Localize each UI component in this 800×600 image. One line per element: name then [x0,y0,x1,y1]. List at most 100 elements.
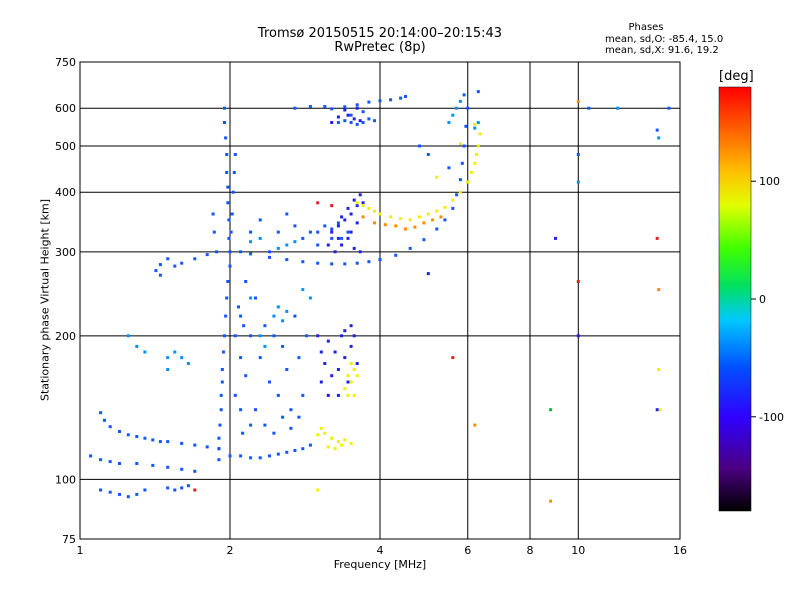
echo-point [447,121,451,124]
phases-stats-title: Phases [628,22,664,33]
echo-point [89,454,93,458]
echo-point [426,272,430,276]
echo-point [355,201,359,205]
echo-point [343,119,347,123]
echo-point [268,380,271,384]
echo-point [143,436,147,440]
y-tick-label: 200 [55,330,76,343]
echo-point [336,393,340,397]
y-tick-label: 400 [55,186,76,199]
phases-stats-o-mode: mean, sd,O: -85.4, 15.0 [605,34,724,45]
echo-point [458,142,462,146]
echo-point [323,362,327,365]
echo-point [258,218,262,222]
echo-point [301,236,305,240]
echo-point [316,201,320,205]
echo-point [346,380,350,384]
echo-point [249,252,253,256]
echo-point [355,122,359,126]
echo-point [158,273,162,277]
echo-point [343,218,347,222]
echo-point [330,204,334,208]
x-tick-label: 1 [77,544,84,557]
colorbar-tick-label: 100 [759,175,780,188]
x-tick-label: 6 [464,544,471,557]
echo-point [223,121,226,124]
echo-point [316,433,320,437]
echo-point [254,408,257,412]
echo-point [308,443,312,447]
echo-point [220,368,224,371]
echo-point [394,253,398,257]
echo-point [258,456,262,460]
echo-point [361,201,365,205]
axis-ticks: 1 2 4 6 8 10 16 75 100 200 300 400 500 600 750 [55,56,687,557]
chart-title: Tromsø 20150515 20:14:00–20:15:43 [257,26,503,41]
echo-point [166,440,170,444]
echo-point [193,443,197,447]
echo-point [336,224,340,228]
echo-point [404,227,407,231]
echo-point [143,350,147,354]
echo-point [460,161,464,165]
echo-point [340,215,344,219]
echo-point [293,106,297,110]
y-tick-label: 75 [62,533,76,546]
echo-point [358,119,362,123]
echo-point [293,240,297,244]
echo-point [323,224,327,228]
y-tick-label: 100 [55,473,76,486]
echo-point [118,492,121,496]
echo-point [308,296,312,300]
echo-point [326,445,330,449]
echo-point [466,180,470,184]
echo-point [352,246,356,250]
echo-point [224,136,228,140]
echo-point [389,215,393,219]
echo-point [268,454,271,458]
echo-point [193,469,197,473]
echo-point [340,443,344,447]
echo-point [293,224,297,228]
echo-point [301,393,305,397]
echo-point [340,236,344,240]
echo-point [180,261,184,265]
echo-point [229,230,233,234]
echo-point [367,100,371,104]
echo-point [469,171,473,174]
echo-point [263,344,267,348]
echo-point [475,153,479,156]
echo-point [330,236,334,240]
echo-point [330,436,334,440]
echo-point [319,426,323,430]
colorbar [718,86,752,512]
echo-point [355,221,359,225]
echo-point [218,423,222,427]
echo-point [451,113,455,117]
echo-point [358,193,362,197]
echo-point [180,441,184,445]
echo-point [336,221,340,225]
echo-point [224,314,228,318]
echo-point [285,212,289,216]
echo-point [244,374,248,378]
echo-point [435,209,439,213]
echo-point [378,99,382,103]
echo-point [233,393,237,397]
echo-point [451,356,455,360]
echo-point [108,460,112,464]
echo-point [154,269,158,273]
echo-point [352,334,356,338]
echo-point [657,136,661,140]
echo-point [349,212,353,216]
echo-point [316,243,320,247]
echo-point [193,257,197,261]
y-tick-label: 300 [55,246,76,259]
echo-point [408,246,412,250]
echo-point [349,441,353,445]
echo-point [268,250,271,254]
echo-point [413,225,417,229]
echo-point [285,368,289,371]
echo-point [422,238,426,242]
echo-point [301,288,305,292]
